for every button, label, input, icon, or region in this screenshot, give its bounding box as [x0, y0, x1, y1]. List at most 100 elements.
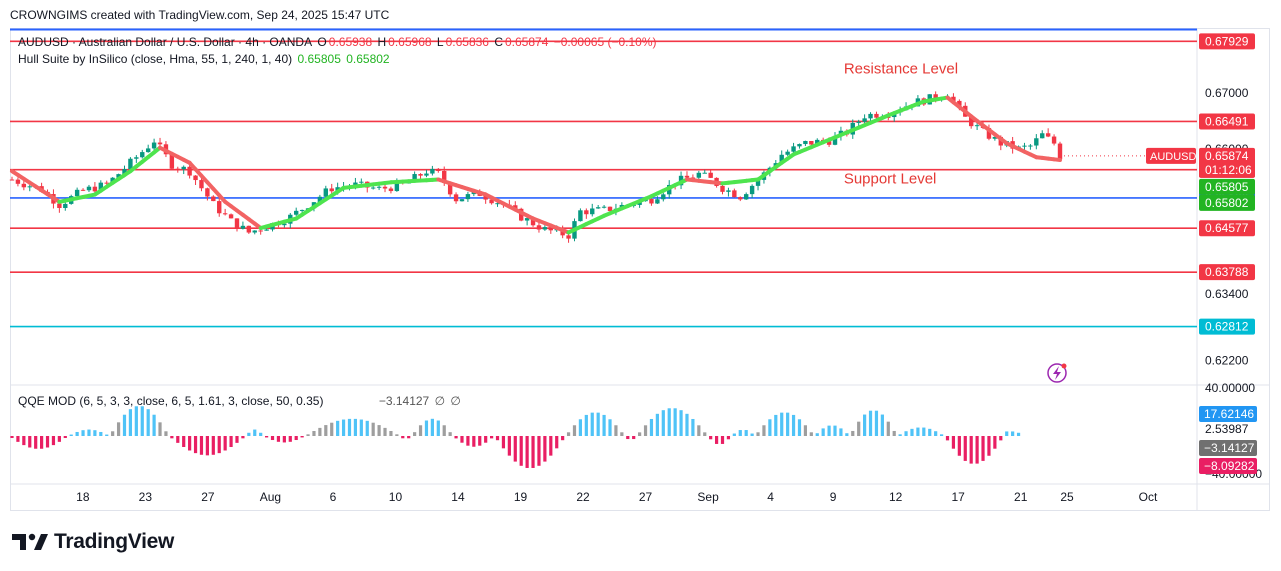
- level-badge: [1199, 113, 1255, 130]
- candle-body: [335, 187, 340, 192]
- qqe-bar: [359, 419, 363, 436]
- candle-body: [655, 199, 660, 204]
- candle-body: [217, 201, 222, 214]
- candle-body: [1045, 133, 1051, 137]
- time-tick-label: Sep: [697, 490, 719, 504]
- qqe-bar: [519, 436, 523, 466]
- qqe-bar: [561, 436, 565, 441]
- candle-body: [104, 182, 109, 184]
- qqe-bar: [572, 425, 577, 436]
- qqe-bar: [418, 425, 423, 436]
- qqe-bar: [1016, 432, 1021, 436]
- symbol-badge: [1146, 147, 1196, 164]
- brand-name: TradingView: [54, 530, 175, 553]
- candle-body: [732, 190, 737, 198]
- candle-body: [702, 172, 707, 174]
- candle-body: [299, 209, 305, 211]
- qqe-bar: [768, 419, 772, 436]
- time-tick-label: 18: [76, 490, 90, 504]
- candle-body: [57, 203, 62, 208]
- qqe-bar: [892, 430, 896, 436]
- time-tick-label: Aug: [260, 490, 281, 504]
- candle-body: [495, 203, 500, 205]
- candle-body: [548, 227, 554, 231]
- qqe-bar: [241, 436, 245, 439]
- candle-body: [246, 225, 252, 233]
- qqe-bar: [1011, 431, 1015, 436]
- level-badge: [1199, 264, 1255, 281]
- qqe-bar: [312, 431, 316, 436]
- qqe-bar: [525, 436, 529, 468]
- price-badge-label: 0.65874: [1205, 149, 1249, 163]
- qqe-bar: [454, 436, 458, 439]
- qqe-bar: [691, 418, 695, 436]
- qqe-bar: [632, 436, 636, 440]
- qqe-bar: [863, 414, 867, 436]
- level-badge-label: 0.62812: [1205, 320, 1249, 334]
- qqe-bar: [87, 429, 91, 436]
- candle-body: [536, 225, 542, 230]
- candle-body: [74, 189, 80, 197]
- candle-body: [862, 118, 867, 122]
- qqe-bar: [205, 436, 209, 456]
- level-badge-label: 0.64577: [1205, 221, 1249, 235]
- candle-body: [228, 214, 234, 219]
- tradingview-brand[interactable]: TradingView: [12, 530, 174, 554]
- qqe-bar: [51, 436, 56, 446]
- candle-body: [465, 194, 471, 200]
- qqe-bar: [999, 436, 1003, 441]
- qqe-bar: [543, 436, 547, 462]
- candle-body: [968, 116, 974, 127]
- time-tick-label: 27: [201, 490, 215, 504]
- qqe-bar: [703, 432, 707, 436]
- qqe-bar: [347, 418, 352, 436]
- candle-body: [199, 180, 204, 189]
- qqe-bar: [223, 436, 227, 451]
- qqe-bar: [851, 430, 855, 436]
- time-tick-label: 4: [767, 490, 774, 504]
- candle-body: [696, 172, 702, 178]
- candle-body: [63, 203, 68, 208]
- open-label: O: [317, 35, 327, 49]
- candle-body: [442, 170, 447, 184]
- candle-body: [986, 127, 992, 139]
- qqe-bar: [140, 406, 144, 436]
- qqe-bar: [655, 413, 659, 436]
- qqe-badge: [1199, 406, 1257, 422]
- qqe-bar: [679, 410, 683, 436]
- time-tick-label: 12: [889, 490, 903, 504]
- level-badge-label: 0.63788: [1205, 265, 1249, 279]
- qqe-bar: [318, 427, 322, 436]
- candle-body: [205, 188, 210, 197]
- qqe-bar: [780, 412, 784, 436]
- candle-body: [826, 141, 832, 145]
- qqe-bar: [229, 436, 233, 447]
- low-value: 0.65836: [445, 35, 489, 49]
- qqe-badge-label: −3.14127: [1204, 441, 1255, 455]
- candle-body: [436, 168, 441, 171]
- qqe-bar: [247, 432, 251, 436]
- qqe-bar: [389, 431, 393, 436]
- time-tick-label: 14: [451, 490, 465, 504]
- candle-body: [151, 142, 157, 149]
- qqe-badge: [1199, 458, 1257, 474]
- qqe-bar: [922, 427, 926, 436]
- qqe-bar: [555, 436, 559, 449]
- qqe-bar: [732, 433, 736, 436]
- candle-body: [974, 125, 980, 127]
- candle-body: [128, 158, 133, 170]
- candle-body: [98, 182, 104, 192]
- candle-body: [193, 175, 198, 181]
- candle-body: [86, 186, 92, 191]
- qqe-bar: [401, 436, 405, 439]
- candle-body: [258, 230, 263, 232]
- candle-body: [9, 179, 15, 181]
- qqe-bar: [336, 420, 340, 436]
- qqe-bar: [116, 422, 121, 436]
- qqe-bar: [697, 425, 701, 436]
- hull-label: Hull Suite by InSilico (close, Hma, 55, …: [18, 52, 293, 66]
- qqe-bar: [134, 406, 138, 436]
- qqe-bar: [306, 434, 310, 436]
- qqe-bar: [815, 433, 819, 436]
